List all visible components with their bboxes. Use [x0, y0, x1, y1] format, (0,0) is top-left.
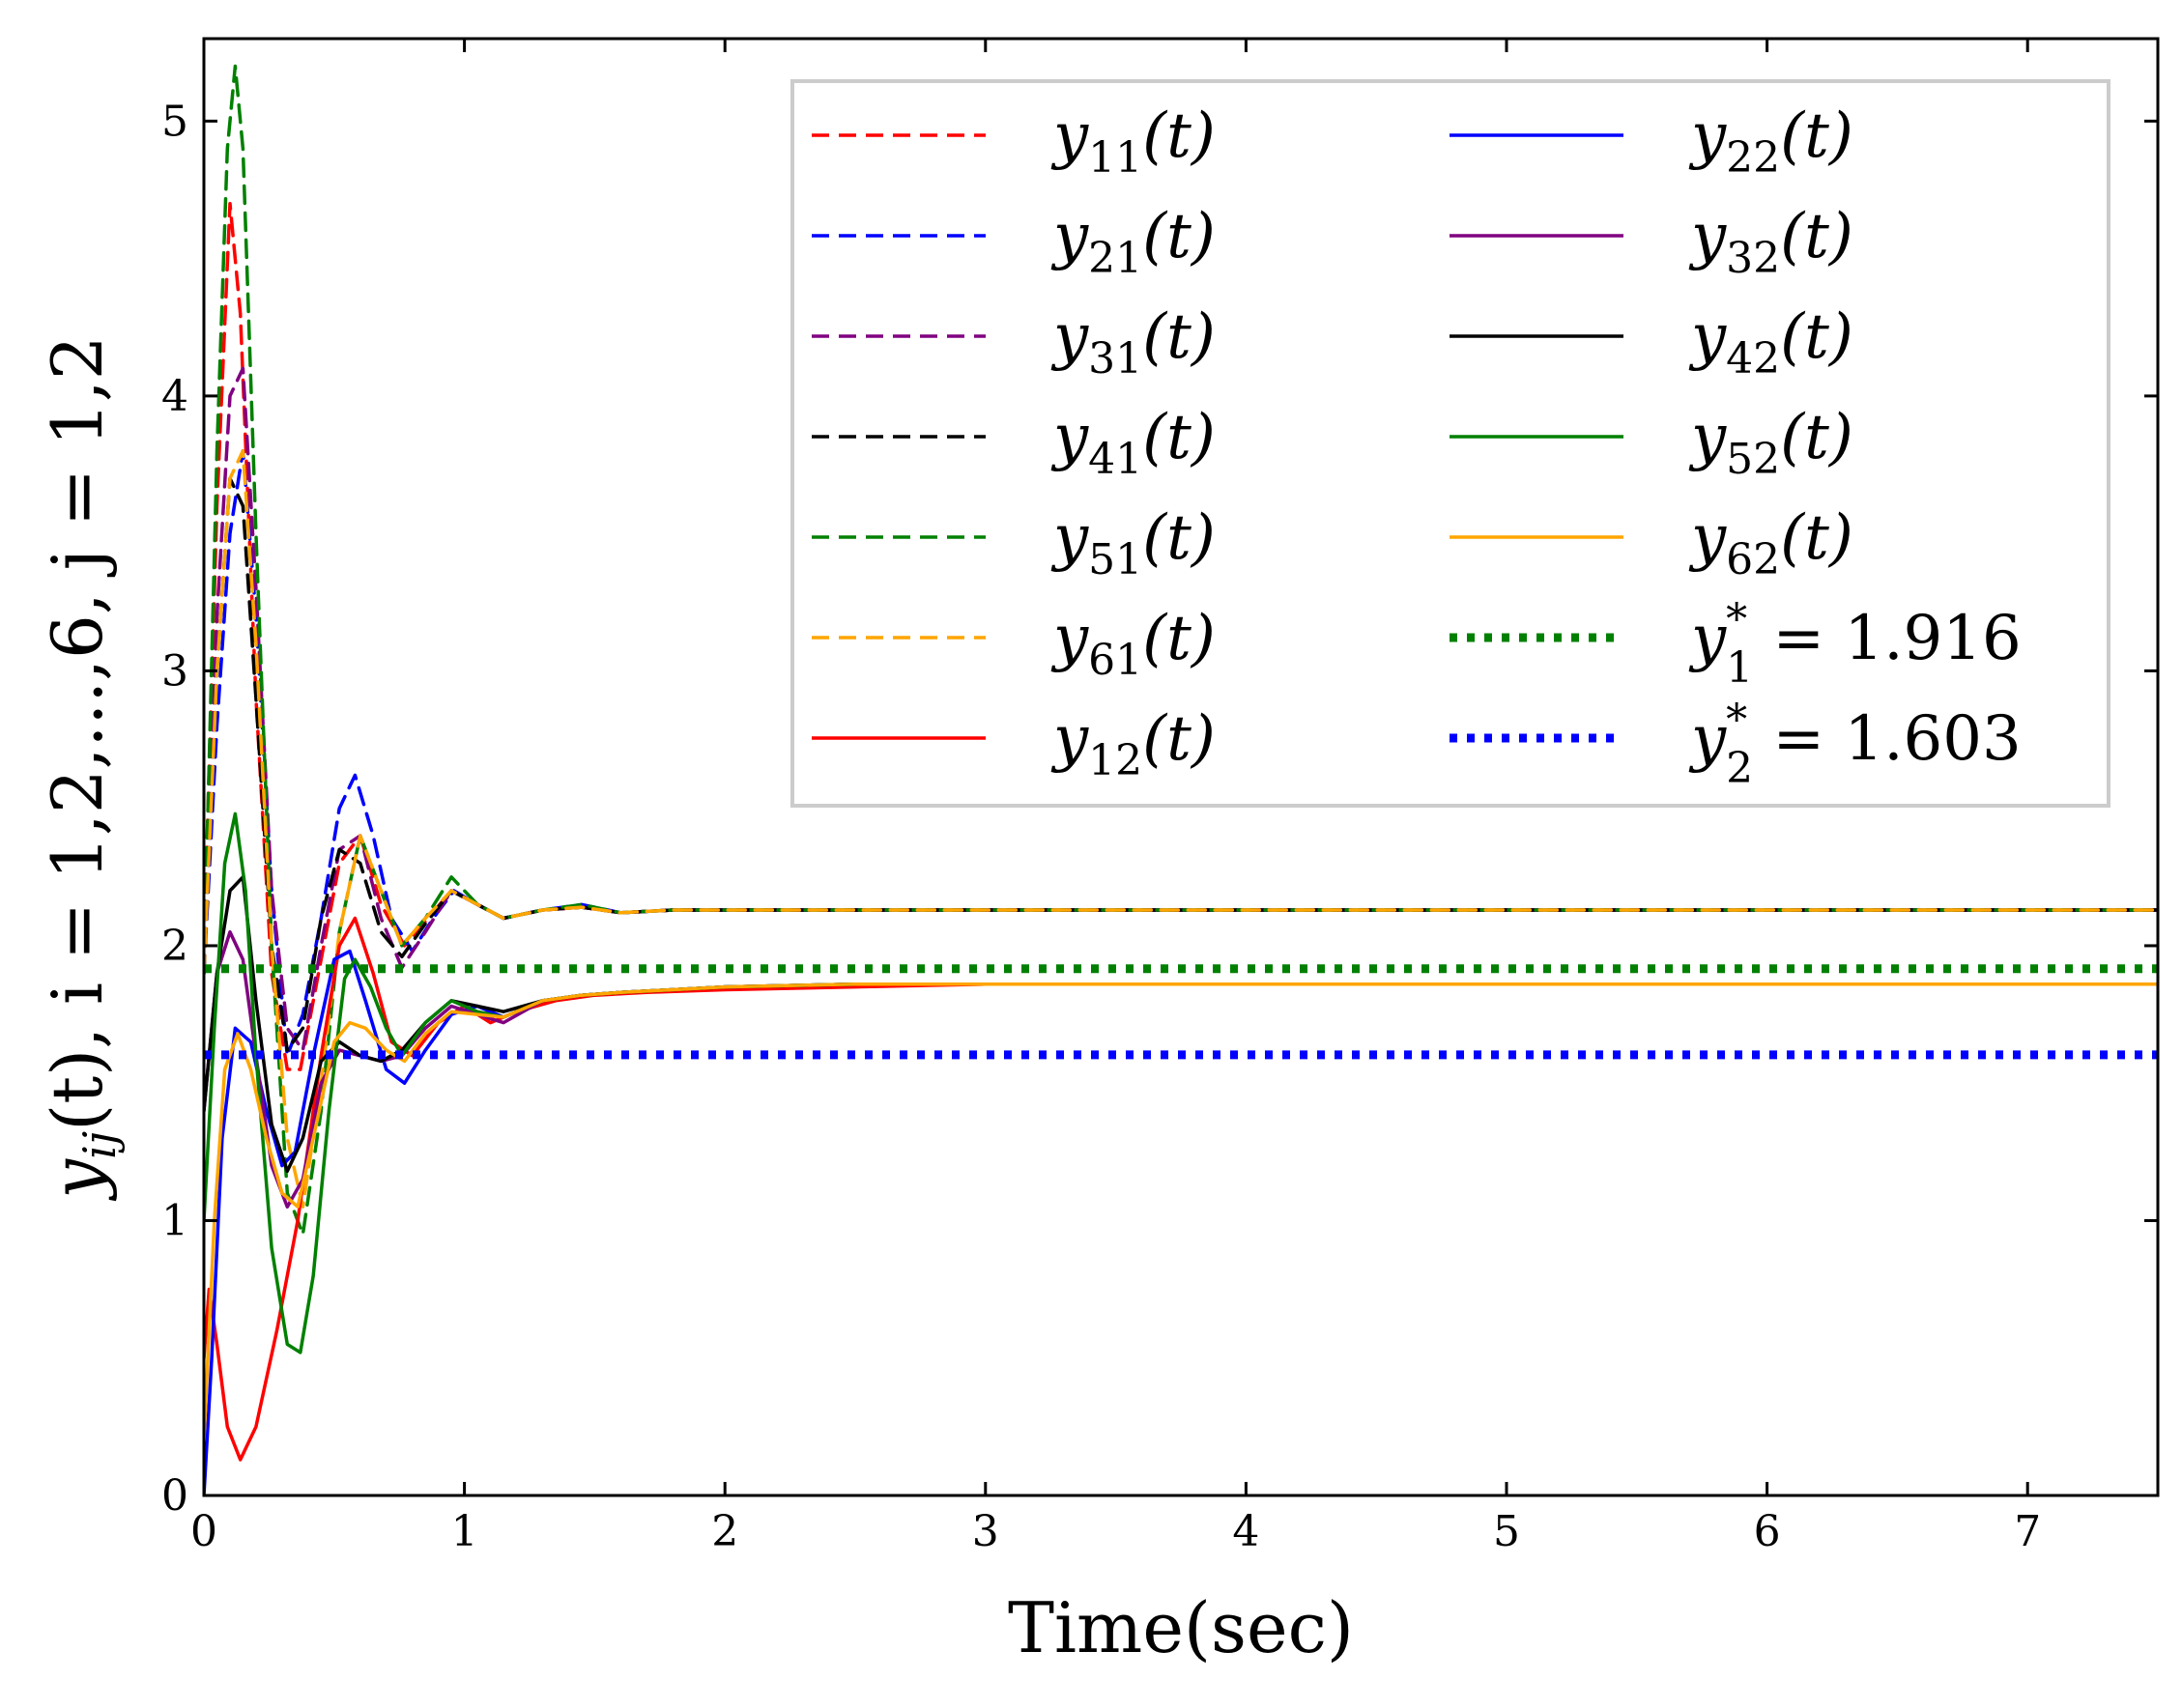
x-axis-title: Time(sec) — [1008, 1587, 1354, 1668]
legend-label-sub: 12 — [1088, 736, 1142, 785]
legend-label-sub: 1 — [1726, 643, 1753, 693]
legend-label-main: y — [1688, 201, 1727, 272]
legend-label-sup: * — [1726, 696, 1747, 745]
legend-label: y12(t) — [1050, 703, 1216, 785]
legend-label-sub: 52 — [1726, 435, 1780, 484]
legend-label-tail: (t) — [1780, 100, 1853, 172]
legend-label: y32(t) — [1688, 201, 1853, 283]
legend-label-tail: (t) — [1142, 502, 1216, 574]
legend-label-tail: (t) — [1780, 402, 1853, 473]
series-line-y62-t- — [204, 982, 2158, 1442]
legend-label-main: y — [1050, 301, 1089, 373]
x-tick-label: 2 — [711, 1507, 738, 1556]
legend-label-main: y — [1688, 502, 1727, 574]
series-line-y61-t- — [204, 449, 2158, 1209]
legend: y11(t)y21(t)y31(t)y41(t)y51(t)y61(t)y12(… — [790, 79, 2110, 808]
y-tick-label: 1 — [161, 1196, 188, 1245]
legend-label: y* 2 = 1.603 — [1688, 696, 2022, 793]
legend-label-main: y — [1050, 603, 1089, 674]
x-tick-label: 0 — [190, 1507, 217, 1556]
legend-label-sub: 32 — [1726, 234, 1780, 283]
legend-label: y* 1 = 1.916 — [1688, 595, 2022, 693]
legend-label-main: y — [1688, 100, 1727, 172]
legend-label-tail: (t) — [1142, 703, 1216, 775]
legend-label-sub: 41 — [1088, 435, 1142, 484]
legend-label-sub: 22 — [1726, 133, 1780, 183]
y-tick-label: 5 — [161, 97, 188, 146]
series-line-y12-t- — [204, 916, 2158, 1462]
legend-label-tail: (t) — [1780, 301, 1853, 373]
legend-label: y51(t) — [1050, 502, 1216, 584]
legend-label-tail: (t) — [1142, 301, 1216, 373]
legend-entries: y11(t)y21(t)y31(t)y41(t)y51(t)y61(t)y12(… — [812, 100, 2022, 793]
plot-frame — [202, 37, 2160, 1497]
legend-label: y21(t) — [1050, 201, 1216, 283]
y-axis-title: yij(t), i = 1,2,...,6, j = 1,2 — [37, 335, 126, 1201]
legend-label-main: y — [1688, 603, 1727, 674]
legend-label: y42(t) — [1688, 301, 1853, 384]
legend-label-tail: = 1.603 — [1753, 703, 2022, 775]
legend-label: y61(t) — [1050, 603, 1216, 685]
legend-label-sub: 21 — [1088, 234, 1142, 283]
legend-label-main: y — [1050, 703, 1089, 775]
y-tick-label: 2 — [161, 922, 188, 971]
x-tick-label: 4 — [1232, 1507, 1259, 1556]
legend-label-tail: (t) — [1780, 502, 1853, 574]
x-tick-label: 7 — [2014, 1507, 2041, 1556]
series-layer — [204, 64, 2158, 1495]
y-axis-title-sub: ij — [73, 1131, 126, 1159]
x-tick-label: 5 — [1493, 1507, 1520, 1556]
legend-label-sub: 62 — [1726, 535, 1780, 584]
y-tick-label: 4 — [161, 372, 188, 421]
legend-label-sub: 51 — [1088, 535, 1142, 584]
legend-label-sub: 31 — [1088, 334, 1142, 384]
legend-label-tail: (t) — [1780, 201, 1853, 272]
legend-label-main: y — [1688, 703, 1727, 775]
legend-label-main: y — [1688, 402, 1727, 473]
legend-label: y62(t) — [1688, 502, 1853, 584]
legend-label-sub: 11 — [1088, 133, 1142, 183]
legend-label-tail: (t) — [1142, 100, 1216, 172]
x-tick-label: 6 — [1754, 1507, 1781, 1556]
y-axis-title-rest: (t), i = 1,2,...,6, j = 1,2 — [37, 335, 118, 1130]
legend-label-sub: 2 — [1726, 744, 1753, 793]
legend-label-main: y — [1050, 100, 1089, 172]
legend-box — [790, 79, 2110, 808]
y-axis-title-var: y — [37, 1158, 118, 1202]
legend-label-main: y — [1688, 301, 1727, 373]
legend-label: y52(t) — [1688, 402, 1853, 484]
legend-label: y11(t) — [1050, 100, 1216, 183]
legend-label-main: y — [1050, 502, 1089, 574]
x-tick-label: 1 — [451, 1507, 478, 1556]
y-tick-label: 0 — [161, 1471, 188, 1521]
legend-label-main: y — [1050, 201, 1089, 272]
legend-label-tail: (t) — [1142, 603, 1216, 674]
y-tick-label: 3 — [161, 646, 188, 696]
legend-label-sub: 42 — [1726, 334, 1780, 384]
legend-label-tail: (t) — [1142, 201, 1216, 272]
legend-label-sub: 61 — [1088, 636, 1142, 685]
legend-label: y41(t) — [1050, 402, 1216, 484]
legend-label-main: y — [1050, 402, 1089, 473]
legend-label-tail: (t) — [1142, 402, 1216, 473]
legend-label: y31(t) — [1050, 301, 1216, 384]
legend-label-tail: = 1.916 — [1753, 603, 2022, 674]
legend-label-sup: * — [1726, 595, 1747, 644]
legend-label: y22(t) — [1688, 100, 1853, 183]
x-tick-label: 3 — [972, 1507, 999, 1556]
